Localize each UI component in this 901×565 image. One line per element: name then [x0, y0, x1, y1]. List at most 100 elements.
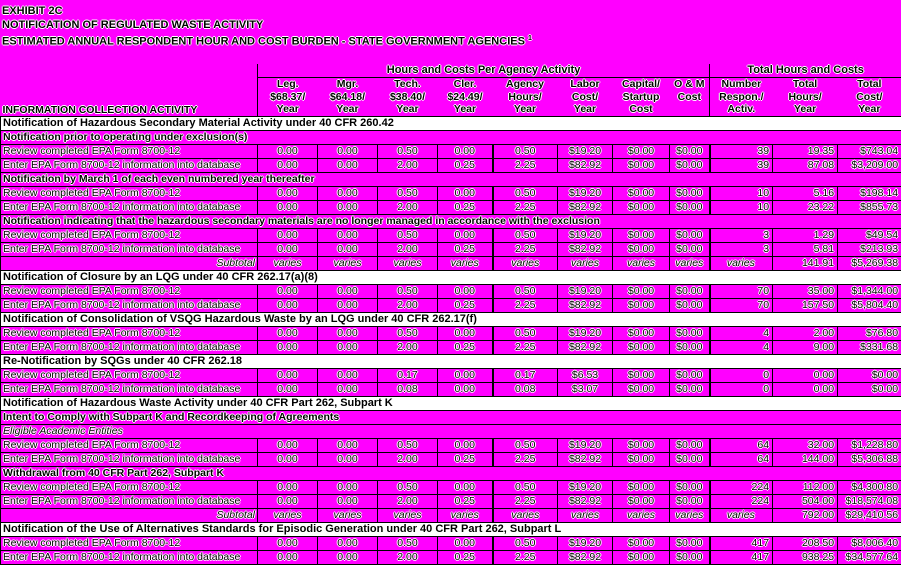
cell-col9: 792.00 — [773, 509, 838, 523]
column-header-2: Tech.$38.40/Year — [378, 78, 438, 117]
section-label: Intent to Comply with Subpart K and Reco… — [1, 411, 901, 425]
row-label: Review completed EPA Form 8700-12 — [1, 481, 258, 495]
cell-col10: $34,577.64 — [838, 551, 901, 565]
cell-col8: 224 — [710, 495, 773, 509]
cell-col8: 10 — [710, 201, 773, 215]
row-label: Subtotal — [1, 509, 258, 523]
cell-col4: 0.08 — [493, 383, 558, 397]
cell-col8: 0 — [710, 369, 773, 383]
cell-col5: $82.92 — [558, 341, 613, 355]
cell-col7: $0.00 — [670, 383, 710, 397]
cell-col10: $855.73 — [838, 201, 901, 215]
cell-col0: 0.00 — [258, 481, 318, 495]
cell-col3: 0.00 — [438, 383, 493, 397]
cell-col2: 2.00 — [378, 299, 438, 313]
cell-col3: 0.00 — [438, 327, 493, 341]
cell-col7: $0.00 — [670, 229, 710, 243]
row-label: Enter EPA Form 8700-12 information into … — [1, 341, 258, 355]
cell-col3: varies — [438, 509, 493, 523]
cell-col6: $0.00 — [613, 453, 670, 467]
cell-col7: $0.00 — [670, 495, 710, 509]
cell-col5: $82.92 — [558, 201, 613, 215]
cell-col10: $18,574.08 — [838, 495, 901, 509]
row-label: Enter EPA Form 8700-12 information into … — [1, 299, 258, 313]
cell-col3: 0.00 — [438, 439, 493, 453]
cell-col4: 2.25 — [493, 159, 558, 173]
column-header-line: Cost/ — [558, 91, 613, 104]
cell-col2: 0.50 — [378, 439, 438, 453]
column-header-line: Activ. — [710, 103, 773, 116]
section-label: Notification of Closure by an LQG under … — [1, 271, 901, 285]
cell-col7: $0.00 — [670, 159, 710, 173]
column-header-line: Capital/ — [613, 78, 670, 91]
cell-col1: 0.00 — [318, 453, 378, 467]
cell-col0: 0.00 — [258, 159, 318, 173]
cell-col9: 23.22 — [773, 201, 838, 215]
table-row: Notification of the Use of Alternatives … — [1, 523, 901, 537]
cell-col9: 32.00 — [773, 439, 838, 453]
column-header-line: $38.40/ — [378, 91, 438, 104]
cell-col8: 70 — [710, 285, 773, 299]
column-header-line: Labor — [558, 78, 613, 91]
cell-col5: $19.20 — [558, 481, 613, 495]
cell-col7: $0.00 — [670, 439, 710, 453]
cell-col5: $82.92 — [558, 243, 613, 257]
row-label: Enter EPA Form 8700-12 information into … — [1, 551, 258, 565]
cell-col6: $0.00 — [613, 243, 670, 257]
cell-col5: $6.53 — [558, 369, 613, 383]
section-label: Re-Notification by SQGs under 40 CFR 262… — [1, 355, 901, 369]
cell-col2: 2.00 — [378, 551, 438, 565]
cell-col10: $4,300.80 — [838, 481, 901, 495]
cell-col0: 0.00 — [258, 201, 318, 215]
table-row: Notification of Hazardous Secondary Mate… — [1, 117, 901, 131]
cell-col1: 0.00 — [318, 369, 378, 383]
cell-col1: 0.00 — [318, 383, 378, 397]
section-label: Notification by March 1 of each even num… — [1, 173, 901, 187]
cell-col3: 0.00 — [438, 537, 493, 551]
cell-col2: 2.00 — [378, 201, 438, 215]
column-header-line: Cost — [613, 103, 670, 116]
cell-col0: 0.00 — [258, 537, 318, 551]
cell-col8: 39 — [710, 159, 773, 173]
row-label: Review completed EPA Form 8700-12 — [1, 145, 258, 159]
cell-col2: 0.50 — [378, 537, 438, 551]
cell-col1: 0.00 — [318, 187, 378, 201]
section-label: Notification indicating that the hazardo… — [1, 215, 901, 229]
cell-col9: 141.91 — [773, 257, 838, 271]
cell-col6: $0.00 — [613, 537, 670, 551]
cell-col1: 0.00 — [318, 299, 378, 313]
cell-col10: $743.04 — [838, 145, 901, 159]
cell-col5: $19.20 — [558, 327, 613, 341]
cell-col1: 0.00 — [318, 495, 378, 509]
cell-col1: 0.00 — [318, 229, 378, 243]
cell-col8: 3 — [710, 243, 773, 257]
cell-col8: varies — [710, 509, 773, 523]
section-label: Eligible Academic Entities — [1, 425, 901, 439]
cell-col10: $8,006.40 — [838, 537, 901, 551]
cell-col3: 0.25 — [438, 453, 493, 467]
cell-col8: 417 — [710, 537, 773, 551]
cell-col2: 2.00 — [378, 495, 438, 509]
cell-col0: 0.00 — [258, 453, 318, 467]
cell-col1: 0.00 — [318, 145, 378, 159]
table-row: Notification of Hazardous Waste Activity… — [1, 397, 901, 411]
cell-col0: 0.00 — [258, 285, 318, 299]
column-header-line: Cler. — [438, 78, 493, 91]
cell-col4: 2.25 — [493, 243, 558, 257]
cell-col1: 0.00 — [318, 341, 378, 355]
row-label: Enter EPA Form 8700-12 information into … — [1, 453, 258, 467]
cell-col7: $0.00 — [670, 187, 710, 201]
cell-col9: 5.81 — [773, 243, 838, 257]
section-label: Withdrawal from 40 CFR Part 262, Subpart… — [1, 467, 901, 481]
cell-col0: 0.00 — [258, 383, 318, 397]
cell-col7: $0.00 — [670, 369, 710, 383]
row-label: Review completed EPA Form 8700-12 — [1, 439, 258, 453]
cell-col4: 2.25 — [493, 495, 558, 509]
table-row: Intent to Comply with Subpart K and Reco… — [1, 411, 901, 425]
table-row: Enter EPA Form 8700-12 information into … — [1, 243, 901, 257]
